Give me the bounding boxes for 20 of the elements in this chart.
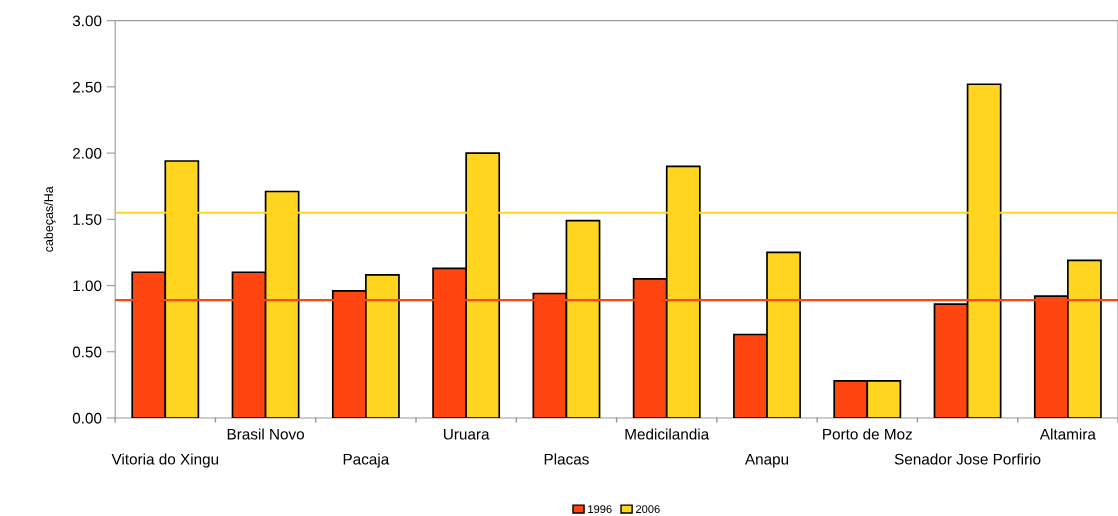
x-tick-label: Medicilandia (625, 428, 710, 440)
x-tick-label: Placas (544, 453, 589, 465)
y-axis-title: cabeças/Ha (43, 186, 56, 252)
y-tick-label: 0.00 (72, 412, 102, 424)
x-tick-label: Anapu (744, 453, 789, 468)
x-tick-label: Pacaja (343, 453, 390, 468)
x-tick-label: Brasil Novo (227, 428, 304, 440)
y-tick-label: 1.00 (73, 280, 102, 292)
legend-label: 1996 (588, 505, 612, 514)
y-tick-label: 1.50 (73, 214, 102, 225)
x-tick-label: Vitoria do Xingu (111, 453, 219, 468)
x-tick-label: Uruara (443, 428, 490, 440)
x-tick-label: Altamira (1039, 428, 1096, 440)
x-tick-label: Senador Jose Porfirio (894, 453, 1041, 465)
y-tick-label: 3.00 (72, 15, 102, 27)
legend-label: 2006 (636, 505, 660, 514)
y-tick-label: 2.00 (73, 147, 102, 159)
y-tick-label: 0.50 (72, 346, 102, 358)
x-tick-label: Porto de Moz (823, 428, 912, 440)
y-tick-label: 2.50 (73, 81, 102, 93)
